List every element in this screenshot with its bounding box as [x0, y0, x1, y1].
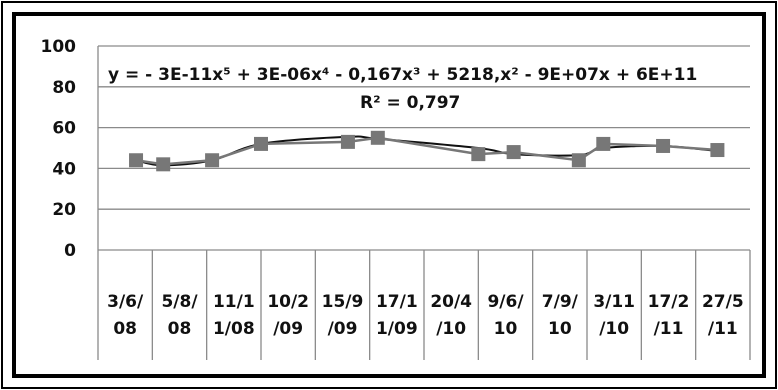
- data-point: [205, 153, 220, 168]
- y-tick-label: 0: [64, 241, 76, 261]
- data-point: [471, 147, 486, 162]
- x-tick-label: /11: [708, 319, 738, 339]
- x-tick-label: 27/5: [702, 292, 744, 312]
- data-point: [506, 145, 521, 160]
- trendline-equation-body: - 3E-11x⁵ + 3E-06x⁴ - 0,167x³ + 5218,x² …: [145, 65, 697, 85]
- data-point: [656, 138, 671, 153]
- x-tick-label: 5/8/: [161, 292, 198, 312]
- y-tick-label: 20: [52, 200, 76, 220]
- inner-frame: [12, 12, 766, 378]
- data-point: [571, 153, 586, 168]
- y-tick-label: 60: [52, 119, 76, 139]
- data-point: [254, 136, 268, 151]
- x-tick-label: 7/9/: [542, 292, 579, 312]
- y-tick-label: 80: [52, 78, 76, 98]
- x-tick-label: 10/2: [267, 292, 309, 312]
- data-point: [370, 130, 385, 145]
- y-axis-ticks: 0 20 40 60 80 100: [41, 37, 77, 261]
- trendline-equation: y = - 3E-11x⁵ + 3E-06x⁴ - 0,167x³ + 5218…: [108, 65, 697, 85]
- x-tick-label: 15/9: [322, 292, 364, 312]
- r-squared-label: R² = 0,797: [360, 93, 460, 113]
- x-tick-label: 08: [168, 319, 192, 339]
- x-tick-label: /09: [273, 319, 303, 339]
- trendline: [135, 135, 718, 167]
- data-point: [596, 136, 611, 151]
- x-tick-label: /10: [599, 319, 629, 339]
- series-line: [135, 136, 718, 166]
- x-tick-label: 3/11: [593, 292, 635, 312]
- x-tick-label: 20/4: [430, 292, 472, 312]
- x-tick-label: /10: [436, 319, 466, 339]
- x-tick-label: 08: [113, 319, 137, 339]
- data-point: [129, 153, 144, 168]
- data-point: [710, 143, 725, 158]
- data-point: [156, 157, 171, 172]
- x-tick-label: 10: [548, 319, 572, 339]
- trendline-equation-prefix: y =: [108, 65, 145, 85]
- x-tick-label: 9/6/: [487, 292, 524, 312]
- x-tick-label: 3/6/: [107, 292, 144, 312]
- trendline-curve: [135, 135, 718, 167]
- x-tick-label: /09: [328, 319, 358, 339]
- data-series: [129, 130, 725, 172]
- y-tick-label: 100: [41, 37, 77, 57]
- x-tick-label: 17/1: [376, 292, 418, 312]
- x-tick-label: 1/09: [376, 319, 418, 339]
- x-tick-label: 1/08: [213, 319, 255, 339]
- y-tick-label: 40: [52, 159, 76, 179]
- x-tick-label: 11/1: [213, 292, 255, 312]
- x-tick-label: 10: [494, 319, 518, 339]
- x-axis: 3/6/08 5/8/08 11/1 1/08 10/2/09 15/9/09 17/1 1/…: [97, 46, 751, 360]
- x-tick-label: 17/2: [648, 292, 690, 312]
- data-point: [340, 134, 355, 149]
- x-tick-label: /11: [654, 319, 684, 339]
